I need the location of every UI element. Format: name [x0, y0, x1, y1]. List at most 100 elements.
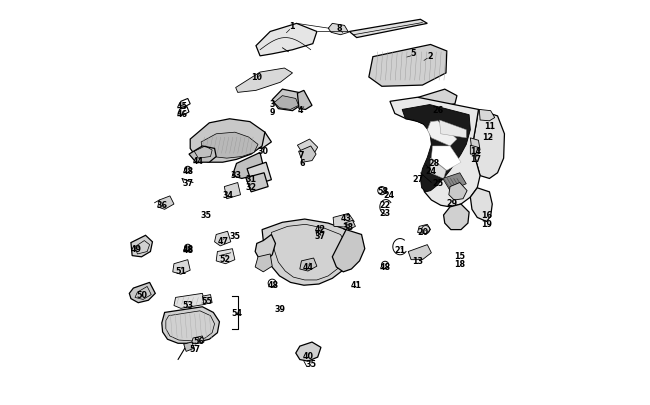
Text: 14: 14 — [471, 146, 482, 155]
Polygon shape — [216, 249, 235, 264]
Polygon shape — [427, 122, 457, 147]
Text: 13: 13 — [412, 257, 423, 266]
Text: 8: 8 — [337, 24, 343, 33]
Text: 18: 18 — [454, 260, 465, 269]
Text: 48: 48 — [182, 245, 193, 254]
Polygon shape — [402, 105, 471, 192]
Polygon shape — [449, 183, 467, 200]
Polygon shape — [432, 147, 461, 171]
Text: 24: 24 — [384, 191, 395, 200]
Text: 20: 20 — [418, 227, 429, 236]
Text: 32: 32 — [246, 183, 257, 192]
Text: 42: 42 — [315, 224, 326, 233]
Polygon shape — [174, 294, 205, 309]
Text: 44: 44 — [193, 157, 204, 166]
Text: 47: 47 — [217, 237, 228, 245]
Polygon shape — [236, 69, 292, 93]
Text: 48: 48 — [267, 280, 279, 289]
Text: 31: 31 — [246, 175, 257, 183]
Polygon shape — [202, 295, 212, 305]
Polygon shape — [471, 188, 492, 222]
Text: 55: 55 — [201, 296, 212, 305]
Polygon shape — [233, 153, 265, 179]
Text: 44: 44 — [302, 262, 313, 271]
Polygon shape — [255, 235, 276, 261]
Text: 45: 45 — [177, 102, 188, 111]
Text: 35: 35 — [306, 359, 317, 368]
Text: 49: 49 — [131, 245, 142, 254]
Text: 40: 40 — [302, 351, 313, 360]
Polygon shape — [190, 119, 265, 163]
Text: 38: 38 — [343, 222, 354, 231]
Polygon shape — [224, 183, 240, 199]
Text: 34: 34 — [223, 191, 234, 200]
Polygon shape — [256, 24, 317, 57]
Polygon shape — [300, 258, 317, 271]
Polygon shape — [332, 230, 365, 272]
Text: 50: 50 — [136, 290, 147, 299]
Text: 7: 7 — [299, 150, 304, 159]
Text: 15: 15 — [454, 252, 465, 260]
Text: 48: 48 — [380, 262, 391, 271]
Polygon shape — [201, 133, 258, 159]
Polygon shape — [189, 147, 216, 163]
Polygon shape — [173, 260, 190, 275]
Polygon shape — [369, 45, 447, 87]
Text: 57: 57 — [190, 345, 201, 354]
Polygon shape — [473, 110, 504, 179]
Text: 58: 58 — [377, 187, 388, 196]
Text: 39: 39 — [274, 304, 285, 313]
Polygon shape — [417, 90, 457, 110]
Text: 52: 52 — [220, 254, 231, 263]
Text: 26: 26 — [432, 106, 443, 115]
Polygon shape — [274, 96, 298, 110]
Text: 5: 5 — [411, 49, 416, 58]
Polygon shape — [246, 173, 268, 192]
Text: 3: 3 — [270, 100, 275, 109]
Polygon shape — [417, 225, 430, 234]
Text: 22: 22 — [380, 200, 391, 209]
Polygon shape — [479, 110, 495, 122]
Polygon shape — [131, 236, 153, 257]
Polygon shape — [471, 146, 478, 155]
Polygon shape — [296, 342, 321, 361]
Text: 37: 37 — [182, 179, 193, 188]
Text: 12: 12 — [482, 132, 493, 141]
Text: 41: 41 — [351, 280, 362, 289]
Text: 46: 46 — [177, 110, 188, 119]
Text: 2: 2 — [427, 51, 432, 60]
Text: 9: 9 — [270, 108, 275, 117]
Text: 24: 24 — [426, 166, 437, 175]
Text: 16: 16 — [481, 211, 492, 220]
Polygon shape — [328, 24, 348, 36]
Polygon shape — [298, 140, 318, 156]
Polygon shape — [408, 245, 432, 260]
Polygon shape — [184, 342, 194, 352]
Text: 48: 48 — [183, 166, 194, 175]
Text: 10: 10 — [252, 73, 263, 82]
Polygon shape — [344, 221, 356, 230]
Polygon shape — [298, 91, 312, 110]
Text: 36: 36 — [156, 200, 167, 209]
Polygon shape — [430, 159, 446, 179]
Text: 51: 51 — [176, 266, 187, 275]
Polygon shape — [129, 283, 155, 303]
Polygon shape — [471, 139, 480, 152]
Text: 43: 43 — [341, 213, 352, 222]
Text: 28: 28 — [428, 158, 439, 167]
Text: 35: 35 — [229, 231, 240, 240]
Polygon shape — [247, 163, 272, 186]
Polygon shape — [439, 121, 466, 139]
Polygon shape — [272, 90, 303, 111]
Text: 30: 30 — [258, 146, 269, 155]
Polygon shape — [298, 147, 316, 163]
Text: 11: 11 — [484, 122, 495, 131]
Text: 27: 27 — [413, 175, 424, 183]
Text: 23: 23 — [380, 208, 391, 217]
Polygon shape — [214, 232, 231, 246]
Polygon shape — [192, 336, 204, 344]
Text: 48: 48 — [183, 246, 194, 255]
Text: 19: 19 — [481, 219, 492, 228]
Text: 37: 37 — [315, 231, 326, 240]
Text: 4: 4 — [298, 106, 304, 115]
